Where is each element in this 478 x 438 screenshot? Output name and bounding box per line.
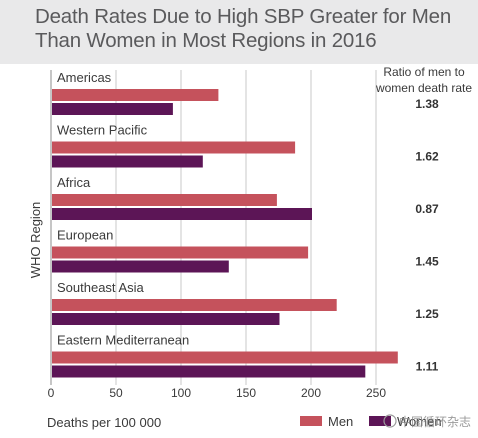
x-tick-label: 0 [48,386,55,400]
ratio-value: 1.25 [415,307,439,321]
bar-men [52,246,309,259]
bar-women [52,208,312,220]
bar-women [52,313,280,325]
bar-women [52,103,173,115]
x-tick-label: 50 [109,386,123,400]
ratio-values: 1.38 1.62 0.87 1.45 1.25 1.11 [415,97,439,374]
ratio-value: 1.45 [415,255,439,269]
bar-men [52,194,277,206]
category-label: Southeast Asia [57,280,144,295]
legend-swatch-women [369,416,391,426]
bar-men [52,351,398,364]
x-axis-label: Deaths per 100 000 [47,415,161,430]
x-tick-label: 250 [366,386,386,400]
title-band: Death Rates Due to High SBP Greater for … [0,0,478,64]
legend-label-men: Men [328,414,353,429]
legend-swatch-men [300,416,322,426]
y-axis-label: WHO Region [28,202,43,279]
category-label: Eastern Mediterranean [57,333,189,348]
ratio-value: 1.11 [416,360,439,374]
chart-title-line-1: Death Rates Due to High SBP Greater for … [35,5,452,28]
bar-men [52,89,219,101]
category-label: Americas [57,70,112,85]
x-tick-label: 100 [171,386,191,400]
category-label: Africa [57,175,91,190]
category-labels: Americas Western Pacific Africa European Sou… [57,70,189,348]
watermark-logo-icon [383,414,397,428]
watermark-text: 中国循环杂志 [399,414,471,429]
watermark: 中国循环杂志 [383,414,471,429]
category-label: European [57,228,113,243]
bars [52,89,398,378]
ratio-value: 1.38 [415,97,439,111]
chart-title-line-2: Than Women in Most Regions in 2016 [35,29,377,52]
x-tick-labels: 0 50 100 150 200 250 [48,386,387,400]
bar-women [52,365,366,378]
ratio-value: 1.62 [415,150,439,164]
legend-label-women: Women [397,414,442,429]
bar-men [52,299,337,311]
ratio-header-line-1: Ratio of men to [383,65,465,79]
ratio-value: 0.87 [415,202,439,216]
bar-women [52,260,229,273]
category-label: Western Pacific [57,123,148,138]
x-tick-label: 200 [301,386,321,400]
bar-women [52,155,203,168]
legend: Men Women [300,414,442,429]
gridlines [50,70,377,385]
bar-men [52,141,296,154]
ratio-header-line-2: women death rate [375,81,472,95]
x-tick-label: 150 [236,386,256,400]
